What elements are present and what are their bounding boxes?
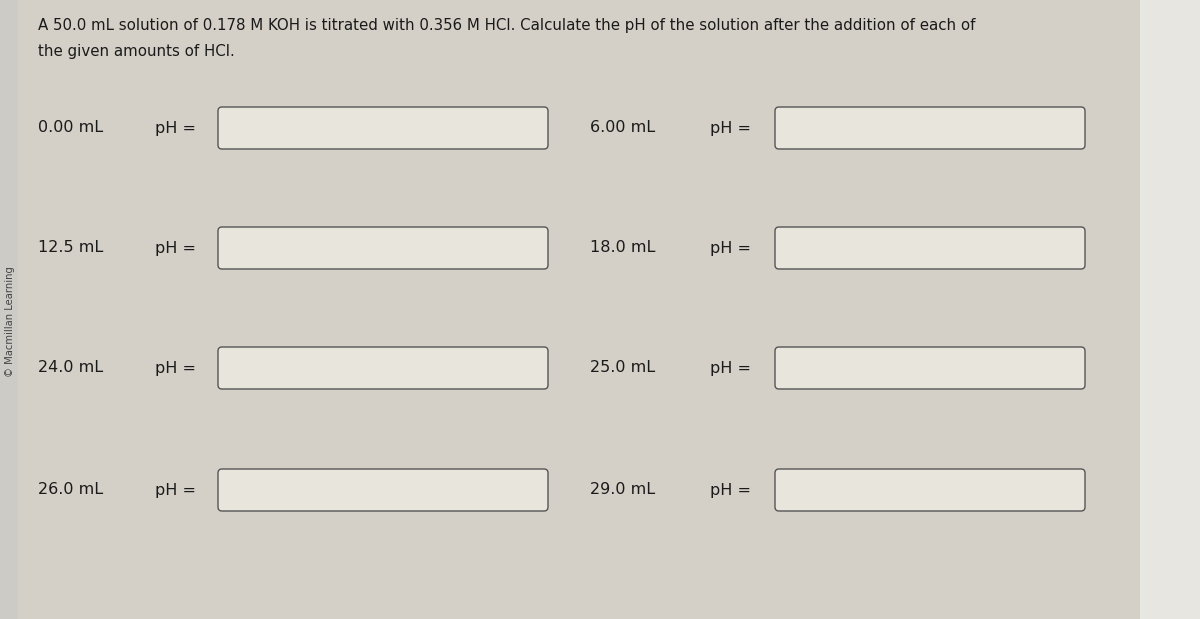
- Text: pH =: pH =: [155, 241, 196, 256]
- FancyBboxPatch shape: [18, 0, 1200, 619]
- Text: 26.0 mL: 26.0 mL: [38, 482, 103, 498]
- Text: 25.0 mL: 25.0 mL: [590, 360, 655, 376]
- Text: A 50.0 mL solution of 0.178 M KOH is titrated with 0.356 M HCl. Calculate the pH: A 50.0 mL solution of 0.178 M KOH is tit…: [38, 18, 976, 33]
- Text: pH =: pH =: [155, 360, 196, 376]
- FancyBboxPatch shape: [218, 107, 548, 149]
- Text: 0.00 mL: 0.00 mL: [38, 121, 103, 136]
- FancyBboxPatch shape: [218, 469, 548, 511]
- Text: pH =: pH =: [710, 241, 751, 256]
- Text: 12.5 mL: 12.5 mL: [38, 241, 103, 256]
- Text: 18.0 mL: 18.0 mL: [590, 241, 655, 256]
- Text: pH =: pH =: [710, 360, 751, 376]
- FancyBboxPatch shape: [775, 227, 1085, 269]
- Text: 6.00 mL: 6.00 mL: [590, 121, 655, 136]
- FancyBboxPatch shape: [1140, 0, 1200, 619]
- Text: pH =: pH =: [710, 482, 751, 498]
- Text: pH =: pH =: [155, 482, 196, 498]
- Text: pH =: pH =: [710, 121, 751, 136]
- FancyBboxPatch shape: [775, 107, 1085, 149]
- Text: pH =: pH =: [155, 121, 196, 136]
- Text: 29.0 mL: 29.0 mL: [590, 482, 655, 498]
- FancyBboxPatch shape: [775, 469, 1085, 511]
- FancyBboxPatch shape: [775, 347, 1085, 389]
- FancyBboxPatch shape: [218, 227, 548, 269]
- FancyBboxPatch shape: [218, 347, 548, 389]
- Text: © Macmillan Learning: © Macmillan Learning: [5, 266, 16, 378]
- Text: the given amounts of HCl.: the given amounts of HCl.: [38, 44, 235, 59]
- Text: 24.0 mL: 24.0 mL: [38, 360, 103, 376]
